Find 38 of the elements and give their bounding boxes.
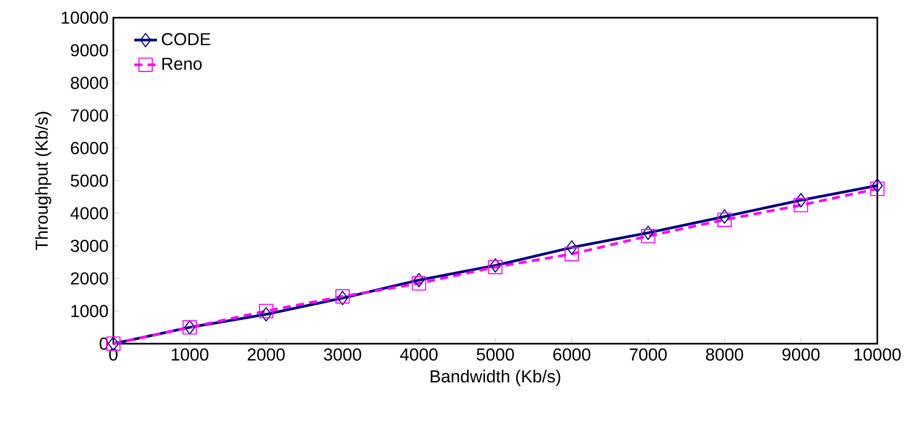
point xyxy=(260,307,272,322)
point xyxy=(794,198,808,212)
point xyxy=(870,182,885,196)
y-axis-title: Throughput (Kb/s) xyxy=(35,112,52,250)
y-tick-label: 1000 xyxy=(71,304,108,318)
y-tick-label: 3000 xyxy=(70,240,108,252)
point xyxy=(258,304,274,318)
x-tick-label: 3000 xyxy=(324,348,362,361)
y-tick-label: 7000 xyxy=(70,109,108,122)
point xyxy=(642,226,654,240)
y-tick-label: 2000 xyxy=(70,272,108,285)
point xyxy=(872,178,883,193)
x-tick-label: 8000 xyxy=(706,348,744,361)
x-tick-label: 9000 xyxy=(782,348,820,361)
point xyxy=(412,276,426,291)
point xyxy=(717,212,732,227)
x-axis-title: Bandwidth (Kb/s) xyxy=(430,370,560,386)
legend-label: CODE xyxy=(162,33,210,46)
x-tick-label: 1000 xyxy=(172,348,208,361)
point xyxy=(719,209,730,224)
point xyxy=(795,193,806,208)
x-tick-label: 4000 xyxy=(400,348,438,361)
y-tick-label: 5000 xyxy=(70,174,108,187)
y-tick-label: 6000 xyxy=(70,142,108,154)
y-tick-label: 10000 xyxy=(62,12,108,24)
y-tick-label: 9000 xyxy=(70,44,108,56)
point xyxy=(640,228,656,244)
y-tick-label: 8000 xyxy=(70,76,108,89)
x-tick-label: 7000 xyxy=(630,348,667,361)
legend-label: Reno xyxy=(162,58,202,70)
x-tick-label: 10000 xyxy=(854,348,901,361)
x-tick-label: 6000 xyxy=(553,348,590,361)
x-tick-label: 2000 xyxy=(248,348,285,361)
y-tick-label: 4000 xyxy=(70,207,108,220)
point xyxy=(413,272,424,288)
point xyxy=(564,246,579,262)
x-tick-label: 5000 xyxy=(476,348,514,361)
point xyxy=(566,240,578,255)
